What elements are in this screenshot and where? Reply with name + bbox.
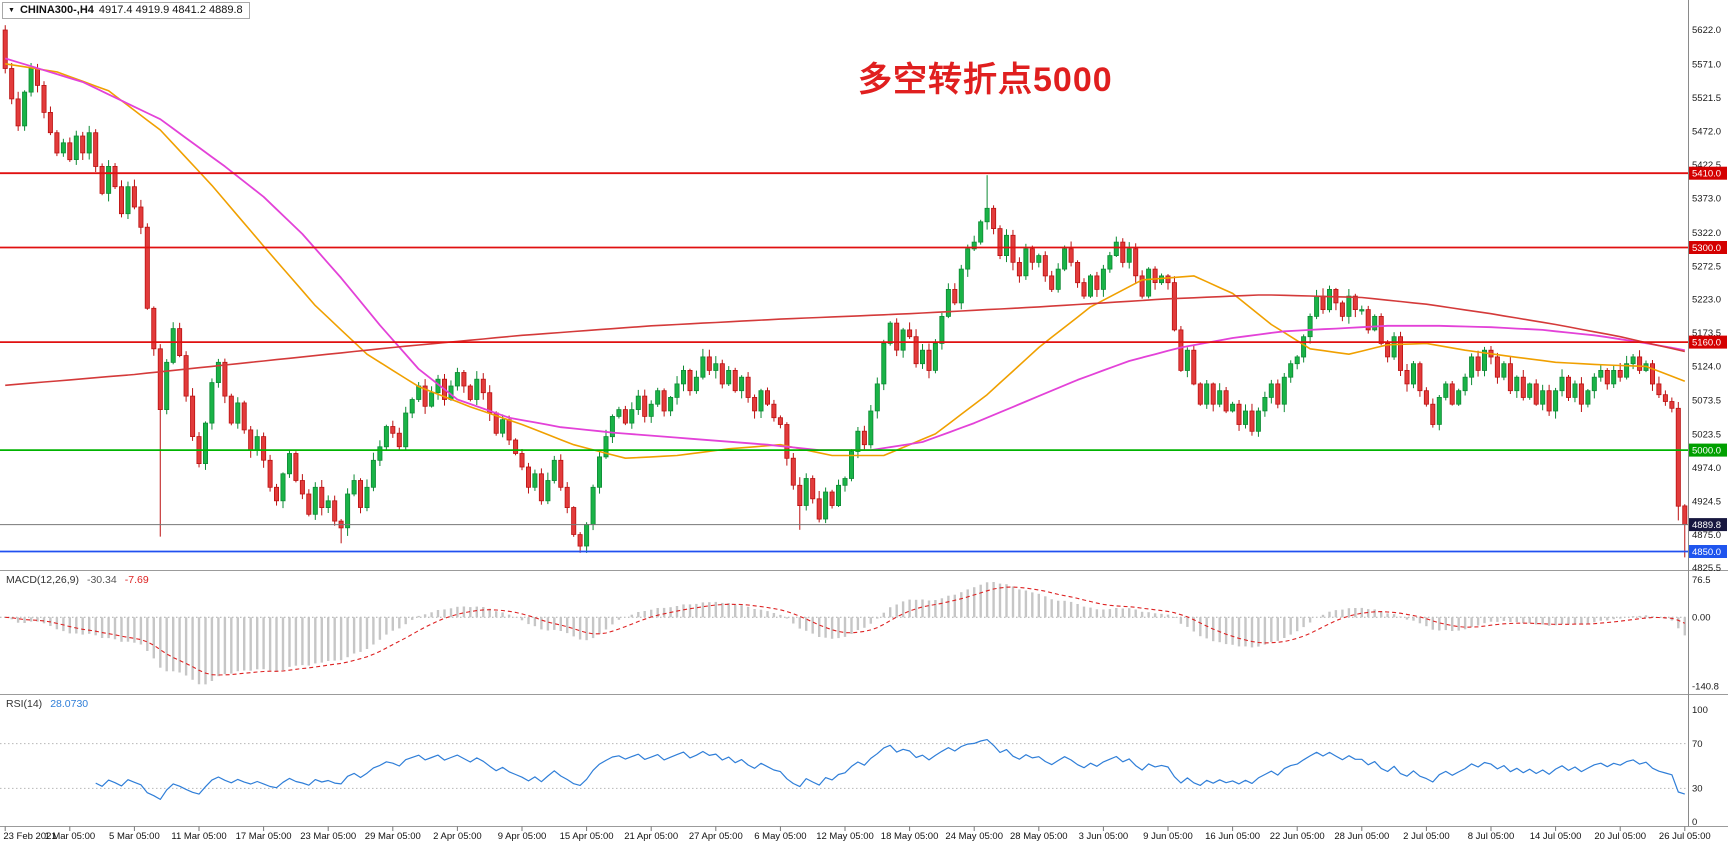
time-axis-label: 17 Mar 05:00 bbox=[236, 831, 292, 842]
candles bbox=[2, 25, 1688, 558]
time-axis-label: 23 Mar 05:00 bbox=[300, 831, 356, 842]
rsi-axis-tick: 70 bbox=[1692, 739, 1703, 750]
symbol-name: CHINA300-,H4 bbox=[19, 4, 94, 16]
price-badge bbox=[1689, 241, 1727, 254]
rsi-panel: 100 70 30 0 bbox=[0, 705, 1708, 828]
price-axis-tick: 4974.0 bbox=[1692, 463, 1721, 474]
time-axis-label: 14 Jul 05:00 bbox=[1530, 831, 1582, 842]
time-axis-label: 9 Apr 05:00 bbox=[498, 831, 547, 842]
rsi-line bbox=[95, 739, 1685, 800]
time-axis-label: 23 Feb 2021 bbox=[3, 831, 56, 842]
price-axis-tick: 5322.0 bbox=[1692, 228, 1721, 239]
price-axis-tick: 5272.5 bbox=[1692, 261, 1721, 272]
price-badge bbox=[1689, 335, 1727, 349]
price-axis-tick: 5124.0 bbox=[1692, 362, 1721, 373]
time-axis-label: 3 Jun 05:00 bbox=[1079, 831, 1129, 842]
chart-annotation-text: 多空转折点5000 bbox=[858, 61, 1113, 99]
price-axis-tick: 5521.5 bbox=[1692, 93, 1721, 104]
price-badge bbox=[1689, 545, 1727, 558]
price-badge bbox=[1689, 518, 1727, 532]
time-axis-label: 21 Apr 05:00 bbox=[624, 831, 678, 842]
time-axis-label: 28 Jun 05:00 bbox=[1334, 831, 1389, 842]
time-axis-label: 8 Jul 05:00 bbox=[1468, 831, 1514, 842]
price-axis[interactable]: 5622.0 5571.0 5521.5 5472.0 5422.5 5373.0 5322… bbox=[1692, 25, 1721, 574]
price-badge bbox=[1689, 166, 1727, 180]
time-axis-label: 29 Mar 05:00 bbox=[365, 831, 421, 842]
rsi-value: 28.0730 bbox=[50, 698, 89, 710]
price-axis-tick: 5373.0 bbox=[1692, 193, 1721, 204]
price-axis-tick: 5622.0 bbox=[1692, 25, 1721, 36]
time-axis-label: 18 May 05:00 bbox=[881, 831, 939, 842]
time-axis-label: 22 Jun 05:00 bbox=[1270, 831, 1325, 842]
macd-axis-tick: 0.00 bbox=[1692, 613, 1711, 624]
time-axis-label: 16 Jun 05:00 bbox=[1205, 831, 1260, 842]
time-axis-label: 2 Jul 05:00 bbox=[1403, 831, 1449, 842]
price-badge-label: 5160.0 bbox=[1692, 338, 1721, 349]
time-axis-label: 20 Jul 05:00 bbox=[1594, 831, 1646, 842]
time-axis-label: 24 May 05:00 bbox=[945, 831, 1003, 842]
ma-mid-line bbox=[4, 57, 1685, 451]
price-badge-label: 4850.0 bbox=[1692, 547, 1721, 558]
horizontal-level-lines bbox=[0, 172, 1688, 553]
price-axis-tick: 5023.5 bbox=[1692, 430, 1721, 441]
macd-axis-tick: -140.8 bbox=[1692, 682, 1719, 693]
symbol-info-box: ▼ CHINA300-,H4 4917.4 4919.9 4841.2 4889… bbox=[2, 2, 250, 19]
time-axis-label: 28 May 05:00 bbox=[1010, 831, 1068, 842]
ma-fast-line bbox=[5, 63, 1686, 459]
time-axis-label: 2 Apr 05:00 bbox=[433, 831, 482, 842]
rsi-axis-tick: 100 bbox=[1692, 705, 1708, 716]
symbol-marker-icon: ▼ bbox=[8, 6, 15, 14]
panel-separators bbox=[0, 0, 1728, 827]
price-badge-label: 5000.0 bbox=[1692, 446, 1721, 457]
macd-axis-tick: 76.5 bbox=[1692, 575, 1711, 586]
time-axis-label: 11 Mar 05:00 bbox=[171, 831, 226, 842]
time-axis-label: 27 Apr 05:00 bbox=[689, 831, 743, 842]
price-badge-label: 4889.8 bbox=[1692, 520, 1721, 531]
time-axis-label: 12 May 05:00 bbox=[816, 831, 874, 842]
price-badges: 5410.0 5300.0 5160.0 5000.0 4889.8 4850.0 bbox=[1689, 166, 1727, 558]
price-badge bbox=[1689, 443, 1727, 457]
time-axis-label: 1 Mar 05:00 bbox=[44, 831, 95, 842]
time-axis-label: 15 Apr 05:00 bbox=[560, 831, 614, 842]
macd-signal-line bbox=[5, 586, 1686, 676]
moving-averages bbox=[4, 57, 1686, 459]
rsi-indicator-header: RSI(14) 28.0730 bbox=[6, 698, 88, 710]
time-axis-label: 9 Jun 05:00 bbox=[1143, 831, 1193, 842]
price-badge-label: 5410.0 bbox=[1692, 169, 1721, 180]
rsi-axis-tick: 0 bbox=[1692, 817, 1697, 828]
rsi-axis-tick: 30 bbox=[1692, 784, 1703, 795]
rsi-title: RSI(14) bbox=[6, 698, 43, 710]
time-axis-label: 26 Jul 05:00 bbox=[1659, 831, 1711, 842]
time-axis-label: 5 Mar 05:00 bbox=[109, 831, 160, 842]
macd-histogram bbox=[10, 582, 1687, 685]
ma-slow-line bbox=[5, 294, 1685, 387]
price-axis-tick: 5223.0 bbox=[1692, 295, 1721, 306]
macd-indicator-header: MACD(12,26,9) -30.34 -7.69 bbox=[6, 574, 149, 586]
macd-title: MACD(12,26,9) bbox=[6, 574, 79, 586]
price-axis-tick: 5571.0 bbox=[1692, 60, 1721, 71]
macd-panel: 76.5 0.00 -140.8 bbox=[0, 575, 1719, 693]
price-axis-tick: 4875.0 bbox=[1692, 530, 1721, 541]
price-axis-tick: 5472.0 bbox=[1692, 127, 1721, 138]
price-axis-tick: 5422.5 bbox=[1692, 160, 1721, 171]
macd-signal-value: -7.69 bbox=[124, 574, 149, 586]
symbol-ohlc-values: 4917.4 4919.9 4841.2 4889.8 bbox=[98, 4, 243, 16]
macd-main-value: -30.34 bbox=[86, 574, 117, 586]
price-axis-tick: 5073.5 bbox=[1692, 396, 1721, 407]
price-badge-label: 5300.0 bbox=[1692, 243, 1721, 254]
price-axis-tick: 4924.5 bbox=[1692, 496, 1721, 507]
time-axis-label: 6 May 05:00 bbox=[754, 831, 806, 842]
price-axis-tick: 4825.5 bbox=[1692, 563, 1721, 574]
price-axis-tick: 5173.5 bbox=[1692, 328, 1721, 339]
